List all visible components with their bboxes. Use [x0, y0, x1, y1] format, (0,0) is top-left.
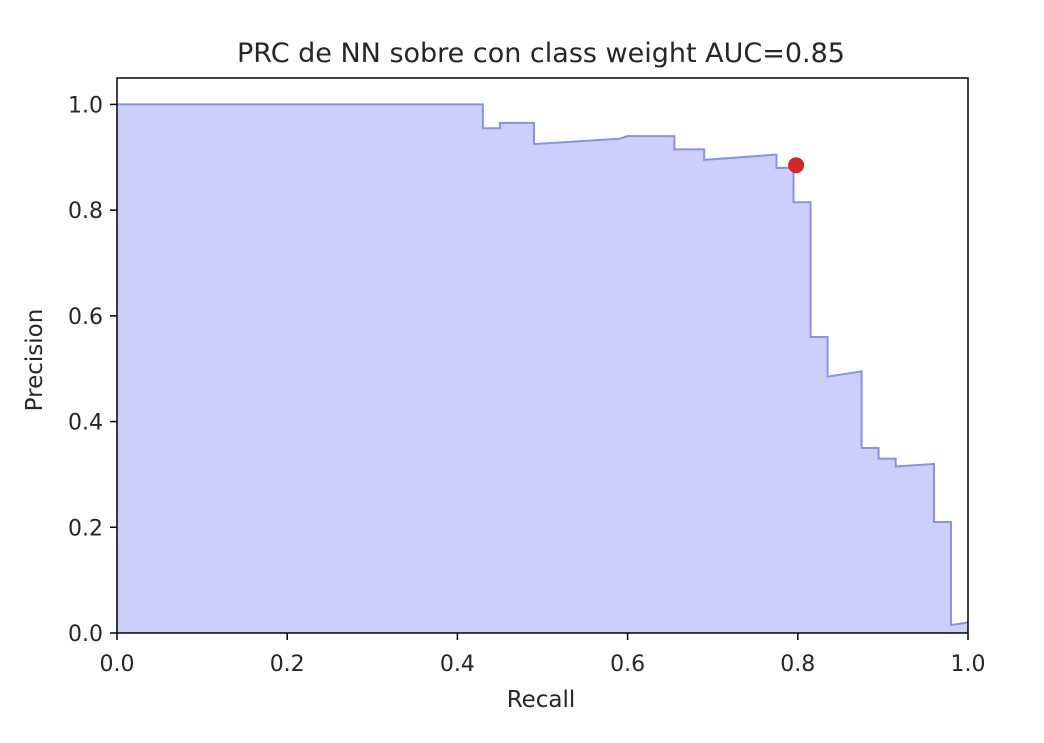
- x-tick-label: 0.0: [100, 652, 135, 677]
- chart-title: PRC de NN sobre con class weight AUC=0.8…: [237, 38, 845, 69]
- x-axis-ticks: 0.0 0.2 0.4 0.6 0.8 1.0: [100, 633, 986, 677]
- x-axis-label: Recall: [507, 687, 576, 713]
- x-tick-label: 0.8: [780, 652, 815, 677]
- y-tick-label: 0.6: [68, 305, 103, 330]
- y-tick-label: 0.8: [68, 199, 103, 224]
- x-tick-label: 1.0: [951, 652, 986, 677]
- plot-area: [116, 77, 969, 634]
- y-tick-label: 0.0: [68, 622, 103, 647]
- x-tick-label: 0.6: [610, 652, 645, 677]
- x-tick-label: 0.2: [270, 652, 305, 677]
- precision-recall-area: [117, 104, 968, 633]
- plot-frame: [116, 77, 969, 634]
- y-tick-label: 1.0: [68, 93, 103, 118]
- y-tick-label: 0.2: [68, 516, 103, 541]
- y-axis-ticks: 0.0 0.2 0.4 0.6 0.8 1.0: [68, 93, 117, 647]
- x-tick-label: 0.4: [440, 652, 475, 677]
- y-axis-label: Precision: [22, 309, 48, 412]
- y-tick-label: 0.4: [68, 411, 103, 436]
- highlight-point: [788, 157, 805, 174]
